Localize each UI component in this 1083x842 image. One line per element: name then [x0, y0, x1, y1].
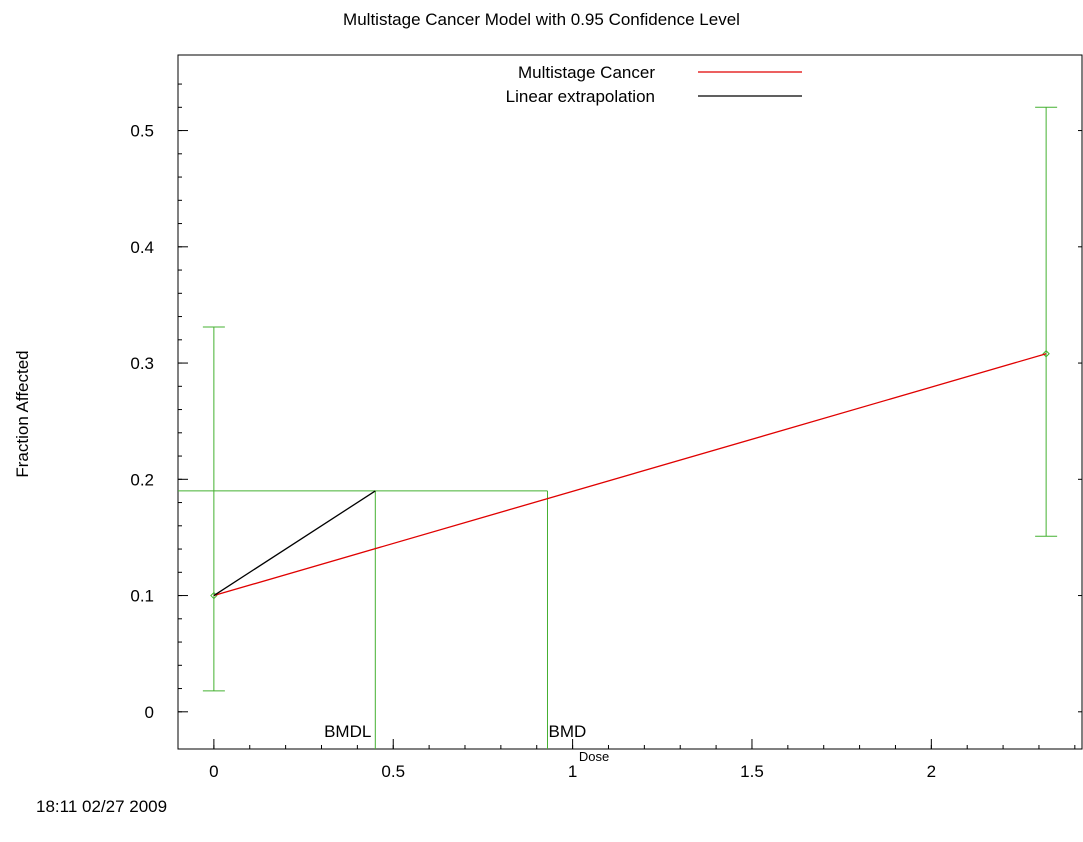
- observed-point: [1042, 350, 1050, 358]
- y-tick-label: 0: [145, 703, 154, 722]
- x-tick-label: 1: [568, 762, 577, 781]
- x-axis-label: Dose: [578, 749, 610, 764]
- series-line-1: [213, 490, 376, 597]
- chart-title: Multistage Cancer Model with 0.95 Confid…: [343, 10, 740, 29]
- series-line-0: [213, 353, 1047, 597]
- y-tick-label: 0.5: [130, 122, 154, 141]
- y-tick-label: 0.2: [130, 470, 154, 489]
- y-tick-label: 0.1: [130, 587, 154, 606]
- x-tick-label: 0.5: [381, 762, 405, 781]
- y-tick-label: 0.4: [130, 238, 154, 257]
- observed-point: [210, 591, 218, 600]
- x-tick-label: 1.5: [740, 762, 764, 781]
- y-tick-label: 0.3: [130, 354, 154, 373]
- bmdl-label: BMDL: [324, 722, 371, 741]
- legend-label: Linear extrapolation: [506, 87, 655, 106]
- timestamp: 18:11 02/27 2009: [36, 797, 168, 816]
- legend-label: Multistage Cancer: [518, 63, 655, 82]
- x-tick-label: 0: [209, 762, 218, 781]
- plot-frame: [177, 54, 1083, 750]
- bmd-label: BMD: [548, 722, 586, 741]
- x-tick-label: 2: [927, 762, 936, 781]
